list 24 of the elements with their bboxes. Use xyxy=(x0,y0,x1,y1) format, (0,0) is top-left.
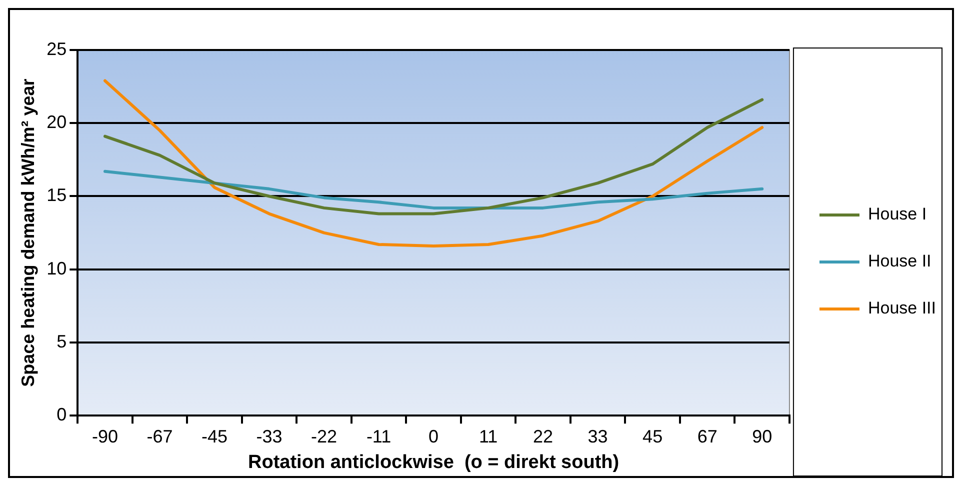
x-tick-label: 22 xyxy=(533,426,554,446)
x-tick-label: 11 xyxy=(478,426,498,446)
legend-label: House II xyxy=(868,252,932,271)
y-tick-label: 0 xyxy=(56,404,67,425)
legend-label: House I xyxy=(868,204,927,224)
x-tick-label: -90 xyxy=(92,426,118,446)
x-tick-label: -67 xyxy=(146,426,173,446)
x-tick-label: -11 xyxy=(366,426,392,446)
y-tick-label: 25 xyxy=(46,38,67,59)
y-tick-label: 5 xyxy=(56,331,67,352)
x-tick-label: -33 xyxy=(256,426,282,446)
x-axis-title: Rotation anticlockwise (o = direkt south) xyxy=(248,452,620,473)
legend-label: House III xyxy=(868,298,936,318)
y-axis-title: Space heating demand kWh/m² year xyxy=(18,78,38,387)
x-tick-label: 45 xyxy=(642,426,663,446)
x-tick-label: 90 xyxy=(752,426,772,446)
x-tick-label: 0 xyxy=(428,426,439,446)
x-tick-label: 67 xyxy=(697,426,718,446)
x-tick-label: 33 xyxy=(588,426,608,446)
x-tick-label: -45 xyxy=(202,426,228,446)
y-tick-label: 20 xyxy=(46,112,67,132)
y-tick-label: 15 xyxy=(46,185,67,206)
y-tick-label: 10 xyxy=(46,258,67,278)
x-tick-label: -22 xyxy=(311,426,338,446)
